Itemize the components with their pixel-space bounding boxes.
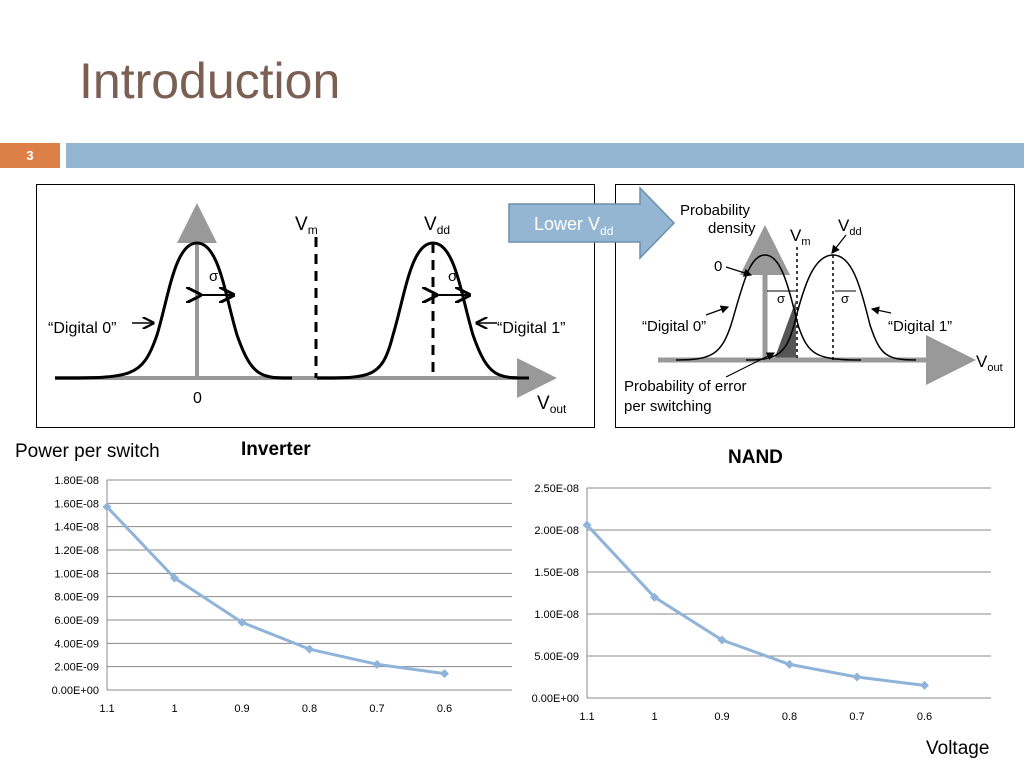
y-tick-label: 8.00E-09 xyxy=(54,592,99,604)
data-point xyxy=(852,672,862,682)
data-point xyxy=(102,502,112,512)
y-tick-label: 1.00E-08 xyxy=(534,609,579,621)
data-point xyxy=(582,520,592,530)
y-tick-label: 2.00E-09 xyxy=(54,662,99,674)
y-tick-label: 1.60E-08 xyxy=(54,498,99,510)
probability-density-label: Probability xyxy=(680,202,751,219)
data-point xyxy=(372,659,382,669)
zero-label: 0 xyxy=(714,258,722,275)
vout-label: Vout xyxy=(976,352,1003,374)
digital1-curve xyxy=(745,254,917,361)
y-tick-label: 1.00E-08 xyxy=(54,568,99,580)
nand-chart: 0.00E+00 5.00E-09 1.00E-08 1.50E-08 2.00E-08… xyxy=(532,483,991,723)
digital1-curve xyxy=(316,241,530,380)
vdd-label: Vdd xyxy=(424,214,450,237)
chart-title: NAND xyxy=(728,447,783,468)
slide-number: 3 xyxy=(0,143,60,168)
y-tick-label: 4.00E-09 xyxy=(54,638,99,650)
y-tick-label: 0.00E+00 xyxy=(52,685,99,697)
data-point xyxy=(237,617,247,627)
vout-label: Vout xyxy=(537,393,567,416)
y-tick-label: 2.50E-08 xyxy=(534,483,579,495)
y-tick-label: 0.00E+00 xyxy=(532,693,579,705)
y-tick-label: 1.50E-08 xyxy=(534,567,579,579)
data-point xyxy=(785,659,794,669)
data-point xyxy=(920,680,929,690)
probability-density-label: density xyxy=(708,220,756,237)
data-point xyxy=(170,573,179,583)
sigma-label: σ xyxy=(777,291,785,306)
error-probability-diagram: σ σ Probability density Vm Vdd 0 “Digita… xyxy=(615,184,1015,428)
series-line xyxy=(585,523,925,687)
digital0-curve xyxy=(675,254,862,361)
x-tick-label: 0.8 xyxy=(782,711,797,723)
x-tick-label: 0.8 xyxy=(302,703,317,715)
x-tick-label: 0.7 xyxy=(369,703,384,715)
x-tick-label: 0.7 xyxy=(849,711,864,723)
x-axis-label: Voltage xyxy=(926,738,990,759)
y-tick-label: 1.20E-08 xyxy=(54,545,99,557)
noise-margin-diagram: σ σ Vm Vdd “Digital 0” “Digital 1” 0 Vou… xyxy=(36,184,595,428)
digital0-label: “Digital 0” xyxy=(48,320,116,337)
y-tick-label: 5.00E-09 xyxy=(534,651,579,663)
vdd-label: Vdd xyxy=(838,216,862,238)
x-tick-label: 0.6 xyxy=(437,703,452,715)
error-region xyxy=(774,300,796,360)
y-tick-label: 6.00E-09 xyxy=(54,615,99,627)
error-probability-label: Probability of error xyxy=(624,378,747,395)
y-axis-label: Power per switch xyxy=(15,441,160,462)
digital1-label: “Digital 1” xyxy=(888,318,952,335)
title-bar-decoration xyxy=(66,143,1024,168)
lower-vdd-arrow: Lower Vdd xyxy=(508,186,676,260)
digital1-label: “Digital 1” xyxy=(497,320,565,337)
slide-title: Introduction xyxy=(79,53,341,109)
data-point xyxy=(650,592,659,602)
inverter-chart: 0.00E+00 2.00E-09 4.00E-09 6.00E-09 8.00E-09… xyxy=(52,475,512,715)
sigma-label: σ xyxy=(448,268,458,285)
digital0-label: “Digital 0” xyxy=(642,318,706,335)
digital0-curve xyxy=(54,241,293,380)
data-point xyxy=(717,635,727,645)
x-tick-label: 1.1 xyxy=(99,703,114,715)
series-line xyxy=(105,505,445,676)
y-tick-label: 1.80E-08 xyxy=(54,475,99,487)
x-tick-label: 0.6 xyxy=(917,711,932,723)
x-tick-label: 1 xyxy=(651,711,657,723)
error-probability-label: per switching xyxy=(624,398,712,415)
sigma-label: σ xyxy=(209,268,219,285)
x-tick-label: 0.9 xyxy=(714,711,729,723)
data-point xyxy=(305,644,314,654)
sigma-label: σ xyxy=(841,291,849,306)
y-tick-label: 2.00E-08 xyxy=(534,525,579,537)
zero-label: 0 xyxy=(193,390,202,407)
vm-label: Vm xyxy=(295,214,318,237)
data-point xyxy=(440,669,449,679)
x-tick-label: 1 xyxy=(171,703,177,715)
y-tick-label: 1.40E-08 xyxy=(54,522,99,534)
x-tick-label: 0.9 xyxy=(234,703,249,715)
lower-vdd-label: Lower Vdd xyxy=(534,214,613,238)
vm-label: Vm xyxy=(790,226,811,248)
x-tick-label: 1.1 xyxy=(579,711,594,723)
chart-title: Inverter xyxy=(241,439,311,460)
